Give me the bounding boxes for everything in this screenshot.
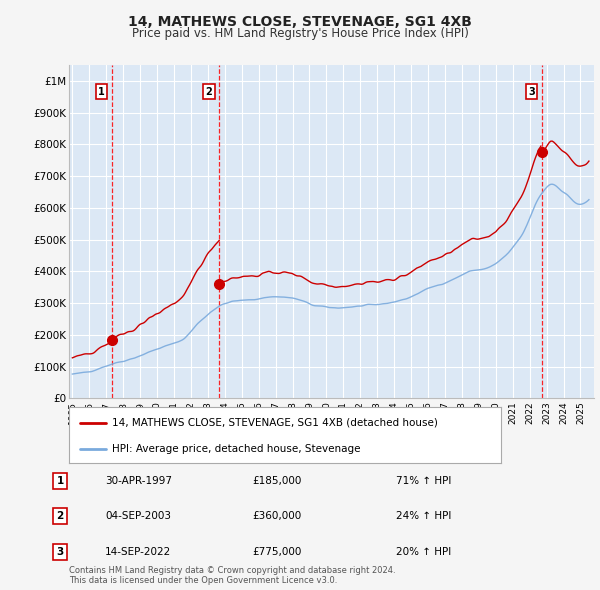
Text: 2: 2: [56, 512, 64, 521]
Text: £775,000: £775,000: [252, 547, 301, 556]
Text: 71% ↑ HPI: 71% ↑ HPI: [396, 476, 451, 486]
Text: 3: 3: [56, 547, 64, 556]
Text: 14, MATHEWS CLOSE, STEVENAGE, SG1 4XB (detached house): 14, MATHEWS CLOSE, STEVENAGE, SG1 4XB (d…: [112, 418, 438, 428]
Text: £185,000: £185,000: [252, 476, 301, 486]
Text: 3: 3: [528, 87, 535, 97]
Text: 1: 1: [56, 476, 64, 486]
Text: 2: 2: [206, 87, 212, 97]
Text: 24% ↑ HPI: 24% ↑ HPI: [396, 512, 451, 521]
Text: Price paid vs. HM Land Registry's House Price Index (HPI): Price paid vs. HM Land Registry's House …: [131, 27, 469, 40]
Text: Contains HM Land Registry data © Crown copyright and database right 2024.
This d: Contains HM Land Registry data © Crown c…: [69, 566, 395, 585]
Text: HPI: Average price, detached house, Stevenage: HPI: Average price, detached house, Stev…: [112, 444, 361, 454]
Text: 14, MATHEWS CLOSE, STEVENAGE, SG1 4XB: 14, MATHEWS CLOSE, STEVENAGE, SG1 4XB: [128, 15, 472, 29]
Text: 14-SEP-2022: 14-SEP-2022: [105, 547, 171, 556]
Text: 30-APR-1997: 30-APR-1997: [105, 476, 172, 486]
Text: 1: 1: [98, 87, 105, 97]
Text: 04-SEP-2003: 04-SEP-2003: [105, 512, 171, 521]
Text: £360,000: £360,000: [252, 512, 301, 521]
Text: 20% ↑ HPI: 20% ↑ HPI: [396, 547, 451, 556]
